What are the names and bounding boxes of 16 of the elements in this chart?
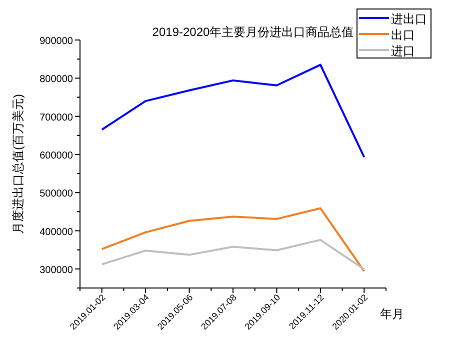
y-tick-label: 700000	[40, 112, 74, 124]
y-tick-label: 300000	[40, 264, 74, 276]
line-series	[100, 207, 366, 272]
legend-label: 进出口	[391, 12, 427, 26]
y-tick-label: 900000	[40, 36, 74, 47]
y-tick-label: 400000	[40, 226, 74, 238]
line-series	[100, 238, 366, 270]
line-series	[100, 64, 366, 158]
y-tick-label: 600000	[40, 150, 74, 162]
chart-title: 2019-2020年主要月份进出口商品总值	[152, 25, 354, 39]
y-axis-title: 月度进出口总值(百万美元)	[11, 94, 25, 234]
x-axis-title: 年月	[380, 307, 404, 321]
y-tick-label: 500000	[40, 188, 74, 200]
legend-label: 进口	[391, 44, 415, 58]
y-tick-label: 800000	[40, 74, 74, 86]
legend-label: 出口	[391, 28, 415, 42]
